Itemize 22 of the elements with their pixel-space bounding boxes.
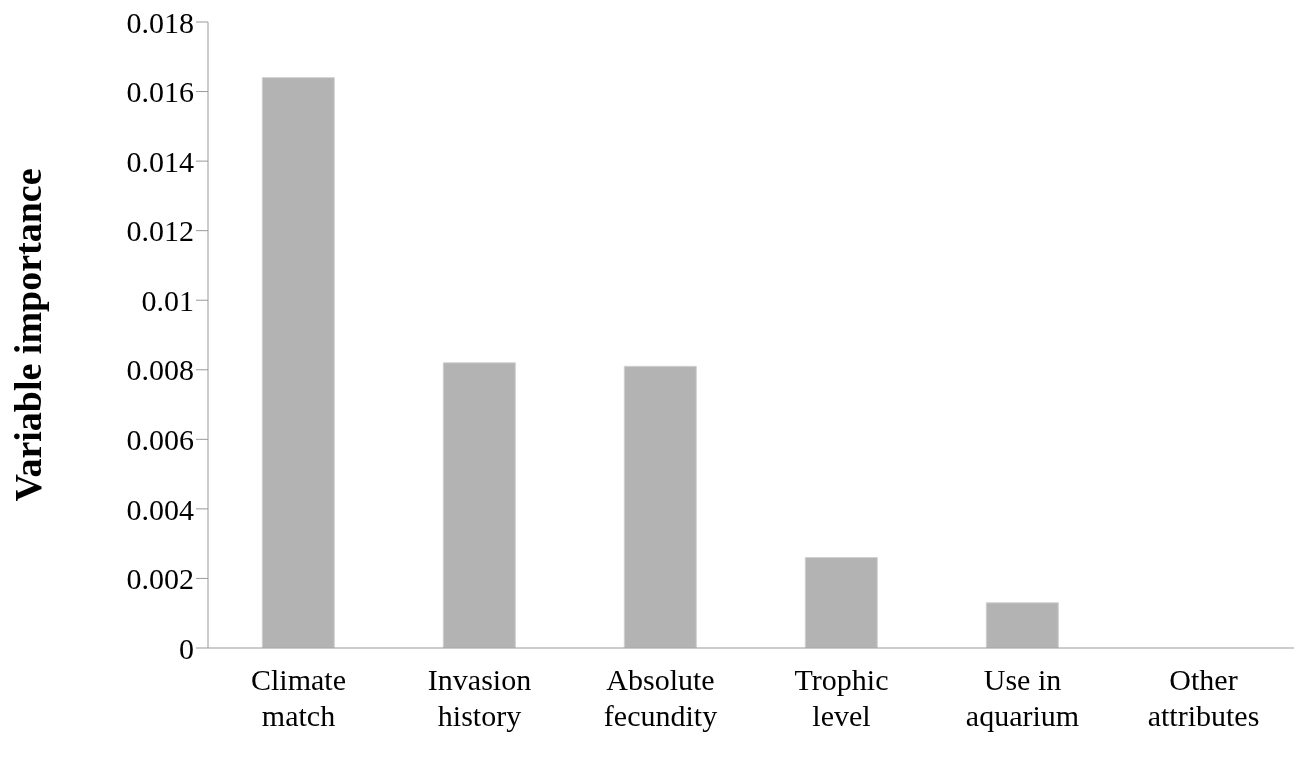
y-tick-label: 0.006 — [126, 422, 194, 456]
x-tick-label: Use in aquarium — [965, 663, 1080, 732]
x-tick-label: Trophic level — [794, 663, 889, 732]
y-tick-label: 0 — [179, 631, 194, 665]
x-tick-label: Absolute fecundity — [603, 663, 718, 732]
y-tick-label: 0.016 — [126, 75, 194, 109]
y-tick-label: 0.002 — [126, 562, 194, 596]
y-axis-title: Variable importance — [7, 168, 50, 502]
y-tick-label: 0.008 — [126, 353, 194, 387]
bar — [261, 77, 335, 648]
x-tick-label: Invasion history — [427, 663, 532, 732]
x-tick-label: Other attributes — [1147, 663, 1260, 732]
y-tick-label: 0.004 — [126, 492, 194, 526]
y-tick-label: 0.01 — [141, 283, 194, 317]
bar — [623, 365, 697, 648]
x-tick-label: Climate match — [251, 663, 346, 732]
bar — [804, 557, 878, 648]
y-tick-label: 0.018 — [126, 5, 194, 39]
y-tick-label: 0.012 — [126, 214, 194, 248]
bar — [985, 602, 1059, 648]
y-tick-label: 0.014 — [126, 144, 194, 178]
bar — [442, 362, 516, 648]
